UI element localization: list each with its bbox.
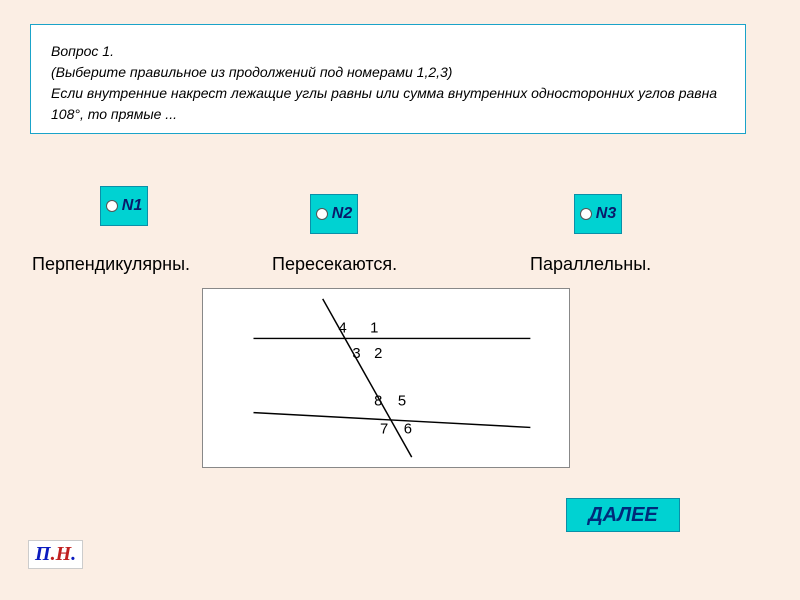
svg-text:3: 3: [352, 346, 360, 362]
svg-text:2: 2: [374, 346, 382, 362]
answer-label-1: Перпендикулярны.: [32, 254, 190, 275]
option-label: N3: [596, 205, 616, 223]
slide-background: Вопрос 1. (Выберите правильное из продол…: [0, 0, 800, 600]
option-n2-button[interactable]: N2: [310, 194, 358, 234]
logo-n: Н: [56, 543, 72, 566]
logo-p: П: [35, 543, 51, 566]
option-n3-button[interactable]: N3: [574, 194, 622, 234]
svg-text:4: 4: [339, 321, 347, 337]
logo: П.Н.: [28, 540, 83, 569]
question-box: Вопрос 1. (Выберите правильное из продол…: [30, 24, 746, 134]
svg-text:6: 6: [404, 421, 412, 437]
radio-icon: [316, 208, 328, 220]
angle-diagram: 4 132 8576: [203, 289, 569, 467]
next-label: ДАЛЕЕ: [588, 504, 658, 527]
question-body: Если внутренние накрест лежащие углы рав…: [51, 83, 725, 125]
diagram-box: 4 132 8576: [202, 288, 570, 468]
logo-dot2: .: [71, 543, 76, 566]
next-button[interactable]: ДАЛЕЕ: [566, 498, 680, 532]
answer-label-3: Параллельны.: [530, 254, 651, 275]
question-title: Вопрос 1.: [51, 41, 725, 62]
option-n1-button[interactable]: N1: [100, 186, 148, 226]
radio-icon: [106, 200, 118, 212]
answer-label-2: Пересекаются.: [272, 254, 397, 275]
radio-icon: [580, 208, 592, 220]
svg-text:8: 8: [374, 394, 382, 410]
question-instruction: (Выберите правильное из продолжений под …: [51, 62, 725, 83]
svg-text:5: 5: [398, 394, 406, 410]
option-label: N1: [122, 197, 142, 215]
svg-text:7: 7: [380, 421, 388, 437]
svg-text:1: 1: [370, 321, 378, 337]
option-label: N2: [332, 205, 352, 223]
